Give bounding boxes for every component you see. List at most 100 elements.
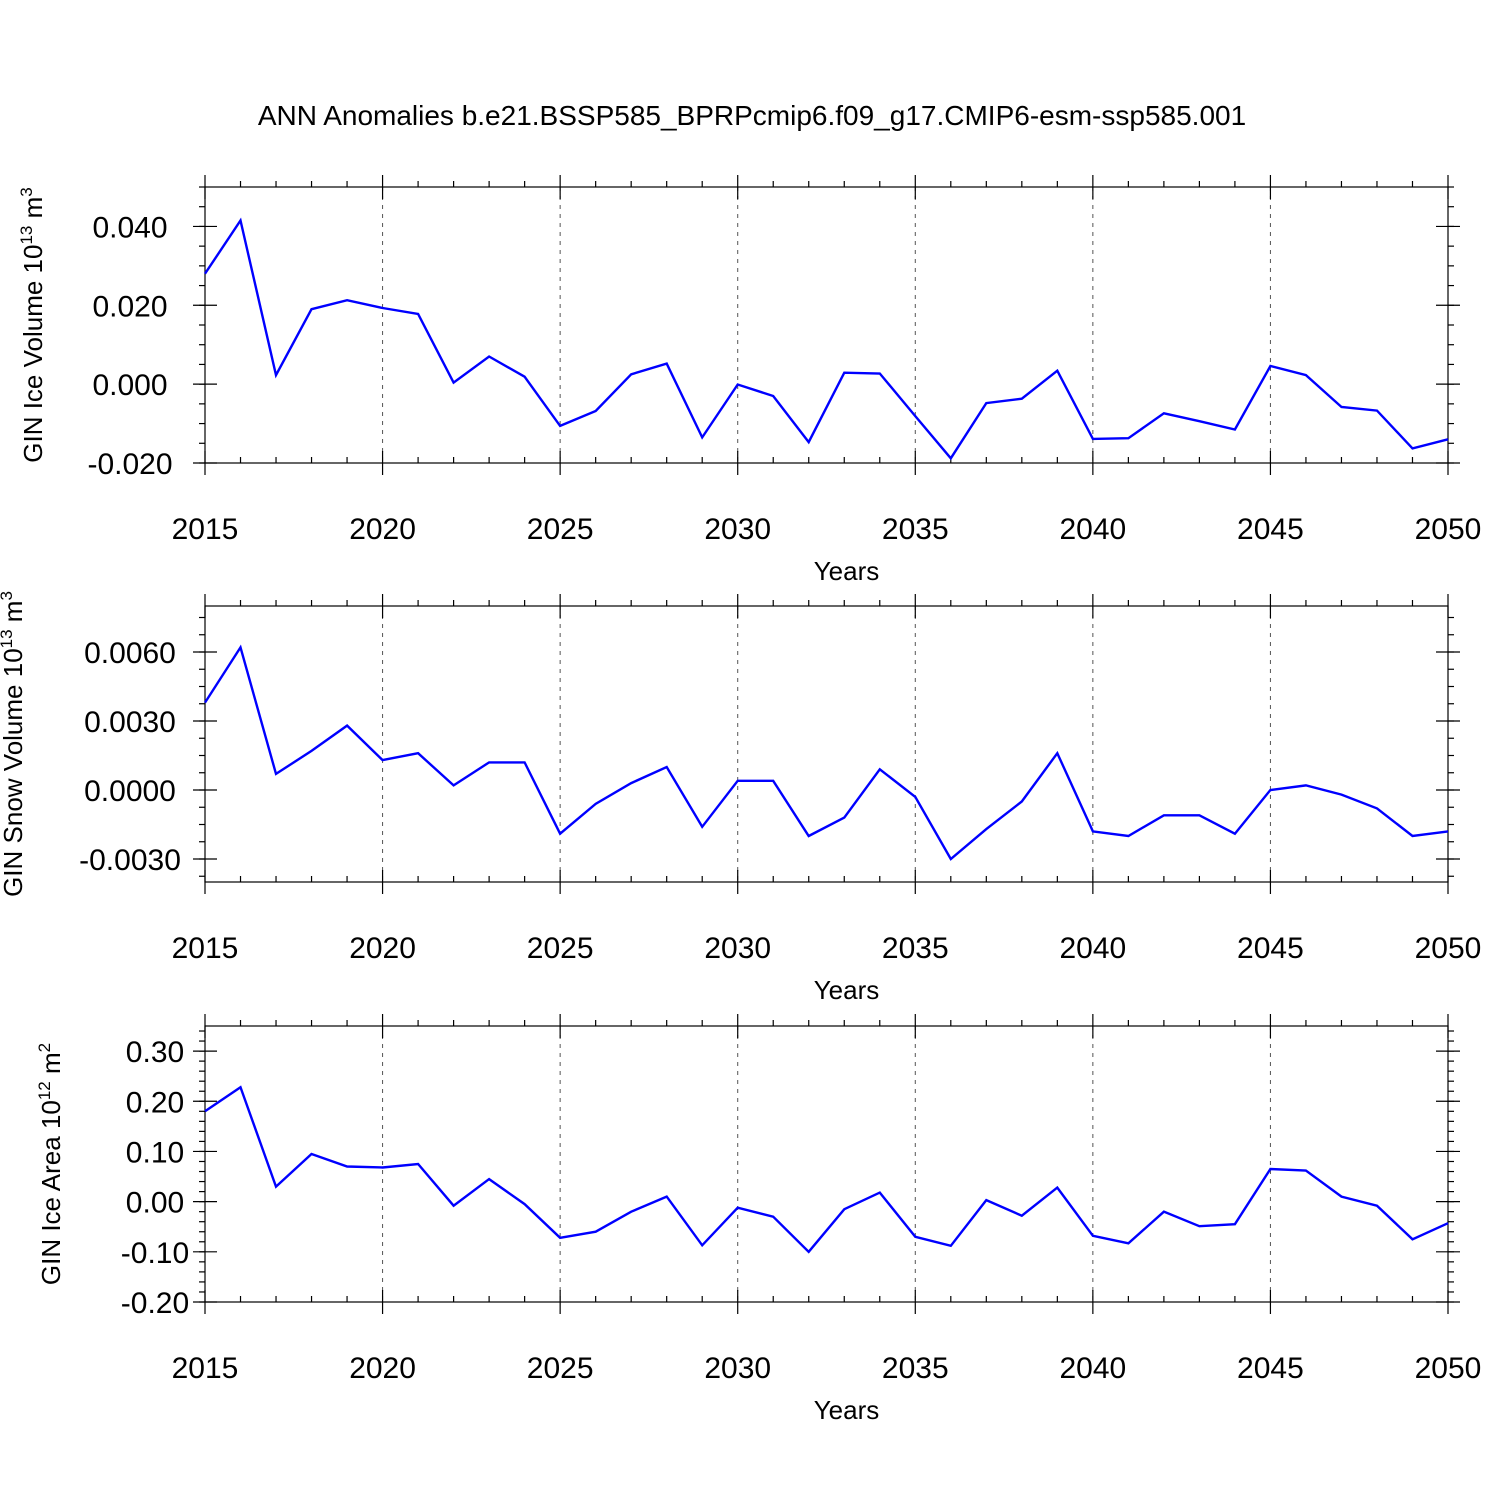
data-point	[1092, 830, 1094, 832]
data-point	[1269, 1168, 1271, 1170]
y-axis-label: GIN Ice Volume 1013 m3	[17, 187, 48, 463]
data-point	[204, 1110, 206, 1112]
data-point	[1447, 830, 1449, 832]
data-point	[1163, 1210, 1165, 1212]
data-point	[985, 1199, 987, 1201]
data-point	[310, 1153, 312, 1155]
data-point	[879, 1191, 881, 1193]
x-tick-label: 2020	[349, 1352, 416, 1385]
data-point	[417, 1163, 419, 1165]
x-tick-label: 2035	[882, 513, 949, 546]
y-tick-label: 0.0060	[84, 637, 176, 670]
x-tick-label: 2030	[704, 932, 771, 965]
data-point	[594, 1231, 596, 1233]
data-point	[346, 724, 348, 726]
x-tick-label: 2045	[1237, 932, 1304, 965]
x-tick-label: 2020	[349, 513, 416, 546]
plot-frame	[204, 186, 1449, 464]
data-point	[381, 759, 383, 761]
data-point	[737, 383, 739, 385]
data-point	[1127, 835, 1129, 837]
data-point	[1092, 438, 1094, 440]
data-point	[1234, 1223, 1236, 1225]
y-tick-label: 0.10	[126, 1136, 184, 1169]
data-point	[1163, 412, 1165, 414]
data-point	[488, 1178, 490, 1180]
data-point	[310, 750, 312, 752]
x-tick-label: 2040	[1059, 932, 1126, 965]
data-point	[630, 373, 632, 375]
data-point	[275, 773, 277, 775]
data-point	[772, 395, 774, 397]
y-tick-label: 0.30	[126, 1036, 184, 1069]
data-point	[879, 372, 881, 374]
data-point	[1021, 800, 1023, 802]
x-tick-label: 2025	[527, 932, 594, 965]
data-point	[1340, 1195, 1342, 1197]
data-point	[1198, 1225, 1200, 1227]
data-point	[417, 752, 419, 754]
series-line	[203, 644, 1449, 861]
data-point	[1056, 752, 1058, 754]
x-tick-label: 2050	[1415, 513, 1482, 546]
data-point	[630, 1210, 632, 1212]
data-point	[239, 1086, 241, 1088]
data-point	[346, 1165, 348, 1167]
data-point	[523, 375, 525, 377]
y-tick-label: 0.20	[126, 1086, 184, 1119]
data-point	[1411, 835, 1413, 837]
data-point	[843, 816, 845, 818]
plot-frame	[204, 1025, 1449, 1303]
data-point	[950, 858, 952, 860]
data-point	[452, 784, 454, 786]
data-point	[985, 828, 987, 830]
data-point	[239, 219, 241, 221]
x-tick-label: 2015	[172, 1352, 239, 1385]
x-tick-label: 2030	[704, 1352, 771, 1385]
data-point	[630, 782, 632, 784]
data-point	[665, 766, 667, 768]
x-tick-label: 2020	[349, 932, 416, 965]
data-point	[701, 436, 703, 438]
data-point	[1411, 447, 1413, 449]
x-tick-label: 2035	[882, 932, 949, 965]
data-point	[1056, 1186, 1058, 1188]
data-point	[594, 803, 596, 805]
data-point	[452, 1204, 454, 1206]
series-line	[204, 1085, 1449, 1254]
x-tick-label: 2045	[1237, 1352, 1304, 1385]
data-point	[275, 1185, 277, 1187]
data-point	[1411, 1238, 1413, 1240]
x-tick-label: 2015	[172, 932, 239, 965]
data-point	[1305, 374, 1307, 376]
data-point	[1234, 833, 1236, 835]
series-line	[204, 217, 1449, 461]
data-point	[452, 381, 454, 383]
data-point	[701, 826, 703, 828]
data-point	[559, 1237, 561, 1239]
x-tick-label: 2035	[882, 1352, 949, 1385]
x-tick-label: 2040	[1059, 1352, 1126, 1385]
panel-2: -0.0030 0.0000 0.0030 0.0060 2015 2020 2025 203…	[0, 591, 1481, 1005]
x-axis-label: Years	[814, 1395, 880, 1425]
data-point	[772, 1215, 774, 1217]
data-point	[914, 796, 916, 798]
data-point	[914, 1236, 916, 1238]
data-point	[1234, 428, 1236, 430]
data-point	[1092, 1235, 1094, 1237]
data-point	[523, 761, 525, 763]
chart-title: ANN Anomalies b.e21.BSSP585_BPRPcmip6.f0…	[258, 100, 1246, 131]
x-tick-label: 2045	[1237, 513, 1304, 546]
data-point	[1376, 807, 1378, 809]
x-tick-label: 2015	[172, 513, 239, 546]
plot-frame	[204, 605, 1449, 883]
data-point	[737, 1206, 739, 1208]
data-point	[1340, 406, 1342, 408]
y-axis-label: GIN Ice Area 1012 m2	[35, 1043, 66, 1285]
data-point	[488, 355, 490, 357]
data-point	[1305, 784, 1307, 786]
data-point	[879, 768, 881, 770]
data-point	[204, 273, 206, 275]
data-point	[1021, 1214, 1023, 1216]
data-point	[1340, 793, 1342, 795]
